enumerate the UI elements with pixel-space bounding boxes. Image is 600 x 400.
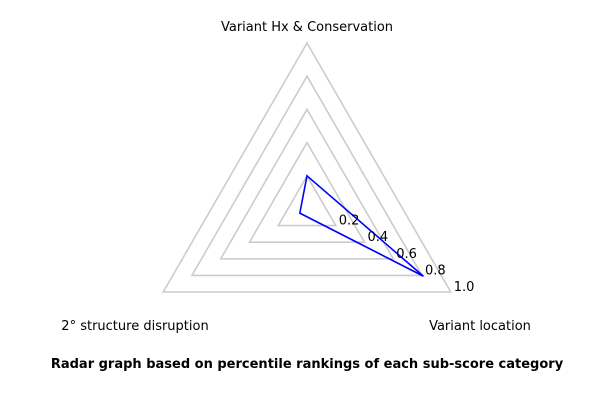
radar-grid — [161, 41, 453, 293]
tick-label: 0.8 — [425, 263, 446, 278]
chart-caption: Radar graph based on percentile rankings… — [50, 357, 564, 372]
grid-ring-0.4 — [248, 141, 366, 243]
grid-ring-0.2 — [276, 174, 338, 227]
grid-ring-0.8 — [190, 74, 424, 277]
tick-label: 0.6 — [396, 247, 417, 262]
axis-label-top: Variant Hx & Conservation — [221, 20, 393, 35]
series-line — [298, 174, 424, 277]
tick-label: 0.2 — [339, 214, 360, 229]
tick-label: 0.4 — [368, 230, 389, 245]
radar-series — [298, 174, 424, 277]
axis-label-bottom-right: Variant location — [429, 319, 531, 334]
grid-ring-0.6 — [219, 107, 395, 260]
radial-tick-labels: 0.2 0.4 0.6 0.8 1.0 — [339, 214, 475, 295]
grid-ring-1 — [161, 41, 453, 293]
axis-label-bottom-left: 2° structure disruption — [61, 319, 208, 334]
tick-label: 1.0 — [454, 280, 475, 295]
